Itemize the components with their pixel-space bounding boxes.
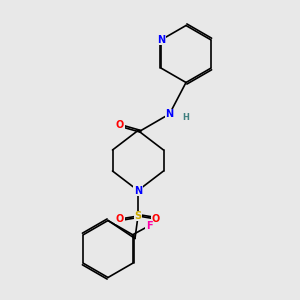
Text: O: O bbox=[116, 214, 124, 224]
Text: O: O bbox=[152, 214, 160, 224]
Text: F: F bbox=[146, 221, 152, 231]
Text: H: H bbox=[183, 112, 189, 122]
Text: N: N bbox=[165, 109, 174, 119]
Text: S: S bbox=[134, 211, 142, 221]
Text: N: N bbox=[134, 185, 142, 196]
Text: O: O bbox=[116, 119, 124, 130]
Text: N: N bbox=[157, 35, 165, 45]
